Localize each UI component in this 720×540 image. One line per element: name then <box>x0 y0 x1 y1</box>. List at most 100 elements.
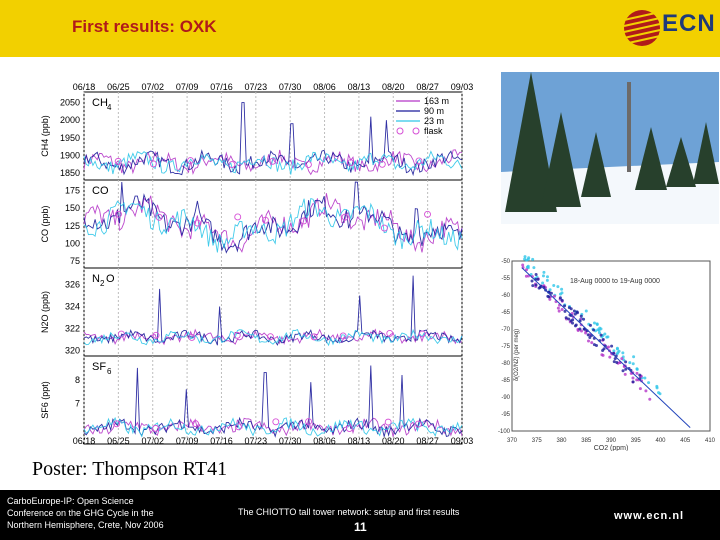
flask-point <box>188 334 196 341</box>
scatter-point <box>603 332 607 336</box>
scatter-y-tick: -95 <box>501 412 510 418</box>
scatter-point <box>590 341 594 345</box>
scatter-point <box>638 387 642 391</box>
scatter-point <box>541 274 545 278</box>
time-series-svg: 06/1806/1806/2506/2507/0207/0207/0907/09… <box>40 82 473 446</box>
scatter-point <box>526 266 530 270</box>
scatter-point <box>628 361 632 365</box>
y-tick-label: 7 <box>75 399 80 409</box>
y-tick-label: 1900 <box>60 150 80 160</box>
scatter-point <box>560 291 564 295</box>
flask-point <box>228 161 236 169</box>
y-tick-label: 175 <box>65 186 80 196</box>
panel-label-sub: 2 <box>100 279 105 288</box>
scatter-point <box>617 349 621 353</box>
scatter-point <box>560 298 564 302</box>
scatter-point <box>615 361 619 365</box>
scatter-point <box>632 355 636 359</box>
scatter-point <box>582 317 586 321</box>
scatter-point <box>621 351 625 355</box>
scatter-point <box>621 369 625 373</box>
scatter-y-tick: -50 <box>501 259 510 265</box>
scatter-x-tick: 385 <box>581 438 592 444</box>
scatter-point <box>647 381 651 385</box>
flask-point <box>300 217 308 225</box>
flask-point <box>194 219 201 227</box>
scatter-point <box>541 281 545 285</box>
scatter-point <box>584 309 588 313</box>
scatter-point <box>580 329 584 333</box>
scatter-y-tick: -90 <box>501 395 510 401</box>
scatter-point <box>578 327 582 331</box>
scatter-point <box>613 357 617 361</box>
scatter-point <box>635 371 639 375</box>
flask-point <box>305 418 312 426</box>
scatter-svg: 370 375 380 385 390 395 400 405 410 -50 -55 -60 -65 -… <box>498 255 716 452</box>
flask-point <box>347 159 355 167</box>
scatter-point <box>548 288 552 292</box>
trend-line <box>521 267 691 428</box>
panel-label: SF <box>92 361 106 373</box>
y-tick-label: 1850 <box>60 168 80 178</box>
flask-point <box>418 330 426 338</box>
series-line-163m <box>83 193 463 253</box>
series-line-90m <box>83 181 463 254</box>
scatter-point <box>592 321 596 325</box>
y-tick-label: 125 <box>65 221 80 231</box>
scatter-point <box>635 378 639 382</box>
footer-line-1: CarboEurope-IP: Open Science <box>7 496 134 506</box>
scatter-point <box>602 347 606 351</box>
y-axis-label: CO (ppb) <box>40 205 50 242</box>
scatter-point <box>655 384 659 388</box>
flask-point <box>384 418 392 426</box>
scatter-point <box>552 284 556 288</box>
scatter-point <box>558 296 562 300</box>
scatter-point <box>638 373 642 377</box>
ecn-stripes-icon <box>623 10 661 46</box>
scatter-y-tick: -55 <box>501 276 510 282</box>
x-tick-label-top: 07/02 <box>141 82 164 92</box>
scatter-point <box>571 318 575 322</box>
scatter-point <box>658 392 662 396</box>
slide-title: First results: OXK <box>72 17 217 36</box>
scatter-point <box>527 256 531 260</box>
scatter-x-tick: 410 <box>705 438 716 444</box>
scatter-point <box>542 270 546 274</box>
y-axis-label: SF6 (ppt) <box>40 381 50 419</box>
scatter-point <box>624 367 628 371</box>
scatter-point <box>644 389 648 393</box>
scatter-point <box>586 333 590 337</box>
ecn-logo: ECN <box>620 6 718 52</box>
scatter-point <box>523 255 527 259</box>
flask-point <box>155 213 163 221</box>
scatter-point <box>635 367 639 371</box>
footer-url: www.ecn.nl <box>614 510 685 522</box>
footer-line-2: Conference on the GHG Cycle in the <box>7 508 154 518</box>
scatter-y-label: δ(O2/N2) (per meg) <box>514 329 520 381</box>
scatter-point <box>545 275 549 279</box>
scatter-title: 18-Aug 0000 to 19-Aug 0000 <box>570 278 660 285</box>
scatter-point <box>598 331 602 335</box>
scatter-point <box>545 278 549 282</box>
poster-note: Poster: Thompson RT41 <box>32 458 228 480</box>
scatter-point <box>624 360 628 364</box>
x-tick-label-top: 08/27 <box>416 82 439 92</box>
series-line-23m <box>83 198 463 253</box>
flask-point <box>192 420 199 428</box>
footer-bar: CarboEurope-IP: Open Science Conference … <box>0 490 720 540</box>
tower-photo-svg <box>501 72 719 224</box>
panel-label-sub: 6 <box>107 367 112 376</box>
scatter-point <box>560 287 564 291</box>
title-bar: First results: OXK ECN <box>0 0 720 57</box>
flask-point <box>152 331 160 339</box>
flask-point <box>186 157 194 164</box>
scatter-point <box>623 372 627 376</box>
flask-point <box>261 216 269 224</box>
scatter-point <box>534 283 538 287</box>
x-tick-label-top: 07/16 <box>210 82 233 92</box>
scatter-point <box>588 335 592 339</box>
scatter-point <box>531 284 535 288</box>
legend-swatch <box>412 127 420 135</box>
scatter-y-tick: -75 <box>501 344 510 350</box>
flask-point <box>234 213 242 221</box>
